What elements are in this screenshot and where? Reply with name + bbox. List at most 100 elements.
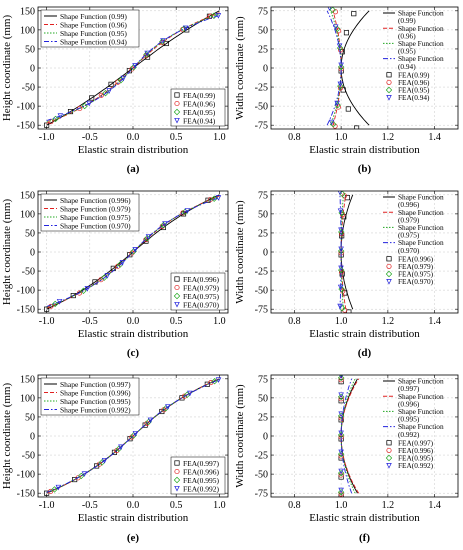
- fea-marker: [337, 284, 344, 291]
- y-tick-label: -25: [255, 267, 268, 278]
- fea-marker: [337, 412, 345, 420]
- legend-line-label: Shape Function (0.95): [60, 29, 127, 38]
- y-axis-label: Height coordinate (mm): [1, 383, 13, 490]
- legend-marker-swatch: [386, 440, 392, 446]
- fea-marker: [48, 303, 54, 309]
- fea-marker: [337, 450, 345, 458]
- x-tick-label: 1.4: [428, 132, 441, 143]
- x-axis-label: Elastic strain distribution: [309, 512, 420, 524]
- legend-markers: FEA(0.996)FEA(0.979)FEA(0.975)FEA(0.970): [385, 254, 434, 286]
- ticks: [38, 191, 228, 313]
- legend-line-label: (0.996): [398, 200, 420, 209]
- legend-line-label: Shape Function: [398, 39, 444, 48]
- legend-marker-swatch: [173, 292, 181, 300]
- legend-marker-label: FEA(0.997): [183, 459, 220, 468]
- legend-line-label: (0.95): [398, 47, 416, 56]
- fea-marker: [179, 395, 185, 401]
- fea-marker: [144, 50, 150, 57]
- x-axis-label: Elastic strain distribution: [78, 144, 189, 156]
- legend-line-label: Shape Function: [398, 54, 444, 63]
- fea-marker: [132, 247, 138, 253]
- legend-line-label: Shape Function (0.99): [60, 12, 127, 21]
- legend-marker-swatch: [174, 460, 180, 466]
- plot-frame: [270, 374, 459, 498]
- fea-marker: [215, 13, 222, 19]
- legend-lines: Shape Function (0.996)Shape Function (0.…: [40, 193, 140, 232]
- panel-label: (d): [358, 347, 372, 359]
- y-tick-label: 0: [30, 64, 35, 75]
- x-tick-label: 0.8: [288, 132, 301, 143]
- panel-label: (c): [127, 347, 140, 359]
- y-tick-label: 0: [30, 432, 35, 443]
- fea-marker: [338, 411, 344, 418]
- legend-markers: FEA(0.99)FEA(0.96)FEA(0.95)FEA(0.94): [385, 70, 430, 102]
- y-tick-label: 50: [258, 393, 268, 404]
- fea-marker: [126, 68, 132, 74]
- panel-label: (f): [359, 532, 370, 544]
- fea-marker: [142, 422, 148, 428]
- plot-frame: [37, 374, 229, 498]
- legend-marker-swatch: [385, 86, 393, 94]
- fea-marker: [329, 7, 336, 14]
- fea-markers-3: [56, 195, 222, 305]
- legend-lines: Shape Function (0.99) Shape Function (0.9…: [40, 9, 140, 48]
- panel-c: -1.0 -0.5 0.0 0.5 1.0 -150 -100 -50 0 50 100 150 Sha…: [1, 190, 229, 359]
- legend-markers: FEA(0.997)FEA(0.996)FEA(0.995)FEA(0.992): [170, 456, 226, 495]
- fea-marker: [338, 430, 344, 437]
- legend-line-label: (0.995): [398, 415, 420, 424]
- legend-marker-label: FEA(0.992): [398, 461, 434, 470]
- fea-marker: [86, 100, 92, 107]
- legend-marker-label: FEA(0.99): [398, 70, 430, 79]
- legend-line-label: Shape Function: [398, 24, 444, 33]
- fea-marker: [338, 398, 344, 404]
- legend-marker-swatch: [386, 72, 392, 78]
- legend-marker-swatch: [174, 284, 180, 291]
- fea-markers-0: [338, 379, 344, 497]
- panel-label: (b): [358, 163, 372, 175]
- fea-marker: [337, 63, 345, 71]
- x-tick-label: 0.5: [170, 316, 183, 327]
- fea-marker: [77, 105, 83, 112]
- legend-line-label: Shape Function (0.992): [60, 405, 131, 414]
- legend-marker-label: FEA(0.975): [398, 270, 434, 279]
- legend-marker-label: FEA(0.94): [183, 116, 216, 125]
- x-tick-label: -0.5: [82, 316, 98, 327]
- y-tick-label: -150: [17, 305, 35, 316]
- fea-marker: [345, 106, 351, 112]
- legend-line-label: Shape Function (0.996): [60, 388, 131, 397]
- y-tick-label: 100: [20, 393, 35, 404]
- x-tick-label: 0.0: [127, 316, 140, 327]
- legend-markers: FEA(0.99)FEA(0.96)FEA(0.95)FEA(0.94): [170, 88, 226, 127]
- plot-frame: [37, 6, 229, 130]
- legend-marker-label: FEA(0.979): [398, 262, 434, 271]
- legend-marker-label: FEA(0.970): [183, 300, 220, 309]
- y-tick-label: -50: [255, 470, 268, 481]
- legend-marker-swatch: [386, 279, 392, 285]
- fea-marker: [106, 88, 112, 94]
- y-tick-label: -100: [17, 286, 35, 297]
- fea-marker: [76, 290, 83, 296]
- legend-markers: FEA(0.997)FEA(0.996)FEA(0.995)FEA(0.992): [385, 438, 434, 470]
- legend-marker-swatch: [386, 463, 392, 469]
- legend-box: [40, 9, 140, 48]
- y-tick-label: 75: [258, 190, 268, 201]
- y-tick-label: 150: [20, 374, 35, 385]
- x-tick-label: -0.5: [82, 132, 98, 143]
- legend-marker-swatch: [173, 108, 181, 116]
- panel-a: -1.0 -0.5 0.0 0.5 1.0 -150 -100 -50 0 50 100 150 Sha…: [1, 6, 229, 175]
- x-tick-label: -1.0: [39, 500, 55, 511]
- fea-marker: [338, 392, 344, 398]
- x-tick-label: 1.4: [428, 500, 441, 511]
- fea-marker: [337, 82, 344, 90]
- panel-b: 0.8 1.0 1.2 1.4 -75 -50 -25 0 25 50 75 Shape Functi…: [234, 6, 459, 175]
- series-line-3: [46, 379, 220, 493]
- y-tick-label: 25: [258, 412, 268, 423]
- fea-markers-3: [337, 191, 344, 310]
- legend-line-label: Shape Function (0.997): [60, 380, 131, 389]
- y-tick-label: 150: [20, 190, 35, 201]
- fea-marker: [89, 95, 95, 101]
- x-tick-label: 0.8: [288, 500, 301, 511]
- fea-marker: [120, 75, 127, 82]
- fea-markers-2: [337, 375, 345, 496]
- legend-box: [170, 456, 226, 495]
